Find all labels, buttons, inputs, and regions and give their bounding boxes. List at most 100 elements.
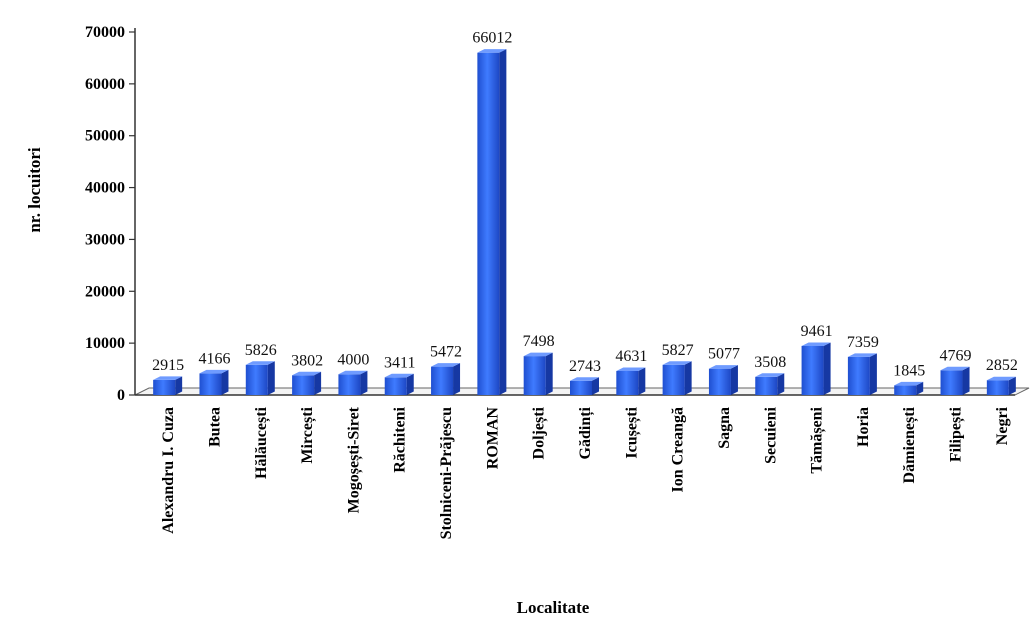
category-label: Dămienești: [901, 406, 919, 483]
bar-front: [199, 373, 222, 395]
bar-top: [523, 352, 553, 357]
y-tick-label: 60000: [85, 76, 125, 93]
bar-front: [245, 364, 268, 395]
bar: [940, 366, 970, 395]
bar-front: [338, 374, 361, 395]
category-label: Hălăucești: [253, 406, 271, 479]
bar-top: [616, 367, 646, 371]
bar: [477, 49, 507, 395]
y-tick-label: 20000: [85, 283, 125, 300]
bar: [153, 376, 183, 395]
category-label: Negri: [994, 406, 1011, 445]
data-label: 7498: [523, 333, 555, 350]
bar-front: [894, 385, 917, 395]
bar: [292, 371, 322, 395]
bar-front: [523, 356, 546, 395]
category-label: Sagna: [716, 407, 733, 449]
bar-top: [940, 366, 970, 371]
data-label: 3508: [754, 354, 786, 371]
bar-front: [662, 364, 685, 395]
bar-top: [755, 373, 785, 377]
bar-side: [221, 369, 229, 395]
y-tick-label: 70000: [85, 24, 125, 41]
bar: [801, 342, 831, 395]
bar-front: [292, 375, 315, 395]
category-label: Filipești: [948, 406, 966, 462]
bar: [755, 373, 785, 395]
data-label: 5827: [662, 342, 694, 359]
bar-top: [477, 49, 507, 53]
bar-side: [545, 352, 553, 395]
bar-top: [431, 363, 461, 367]
bar-side: [175, 376, 183, 395]
bar-front: [986, 380, 1009, 395]
category-label: Butea: [206, 407, 223, 447]
bar-side: [730, 365, 738, 395]
bar-side: [453, 363, 461, 395]
bar-side: [406, 373, 414, 395]
category-label: Gădinți: [577, 406, 595, 459]
bar-side: [823, 342, 831, 395]
bar-side: [869, 353, 877, 395]
category-label: Ion Creangă: [670, 407, 687, 493]
data-label: 4166: [198, 350, 230, 367]
bar-side: [638, 367, 646, 395]
data-label: 7359: [847, 334, 879, 351]
bar-top: [708, 365, 738, 369]
bar: [384, 373, 414, 395]
bar-side: [684, 361, 692, 395]
bar: [338, 370, 368, 395]
bar-side: [314, 371, 322, 395]
bar-front: [153, 379, 176, 395]
data-label: 3802: [291, 352, 323, 369]
category-label: Horia: [855, 407, 872, 447]
data-label: 5472: [430, 344, 462, 361]
bar: [616, 367, 646, 395]
y-tick-label: 10000: [85, 335, 125, 352]
data-label: 3411: [384, 354, 415, 371]
y-tick-label: 0: [117, 387, 125, 404]
bar-front: [708, 368, 731, 395]
bar: [986, 376, 1016, 395]
bar-top: [801, 342, 831, 346]
category-label: Secuieni: [762, 406, 779, 463]
data-label: 4769: [940, 347, 972, 364]
bar: [708, 365, 738, 395]
bar-front: [940, 370, 963, 395]
category-label: Mircești: [299, 406, 317, 463]
bar-front: [616, 370, 639, 395]
bar-side: [592, 377, 599, 395]
data-label: 5077: [708, 346, 740, 363]
category-label: Mogoșești-Siret: [345, 406, 363, 513]
bar-top: [199, 369, 229, 374]
bar-side: [777, 373, 785, 395]
bar: [662, 361, 692, 395]
bar: [245, 361, 275, 395]
bar-front: [847, 356, 870, 395]
bar-side: [360, 370, 368, 395]
category-label: Doljești: [531, 406, 549, 459]
bar-side: [1008, 376, 1016, 395]
data-label: 4000: [337, 351, 369, 368]
bar: [431, 363, 461, 395]
data-label: 66012: [472, 30, 512, 47]
y-tick-label: 50000: [85, 128, 125, 145]
bar: [570, 377, 599, 395]
data-label: 1845: [893, 362, 925, 379]
bar-top: [292, 371, 322, 376]
bar-top: [847, 353, 877, 357]
bar: [894, 381, 924, 395]
bar-front: [384, 377, 407, 395]
bar-top: [338, 370, 368, 375]
bar-front: [477, 52, 500, 395]
data-label: 2852: [986, 357, 1018, 374]
bar-side: [267, 361, 275, 395]
bar: [199, 369, 229, 395]
bar-top: [662, 361, 692, 365]
bar-top: [570, 377, 599, 381]
bar-front: [755, 376, 778, 395]
y-tick-label: 30000: [85, 231, 125, 248]
bar-top: [986, 376, 1016, 381]
bar-top: [153, 376, 183, 380]
